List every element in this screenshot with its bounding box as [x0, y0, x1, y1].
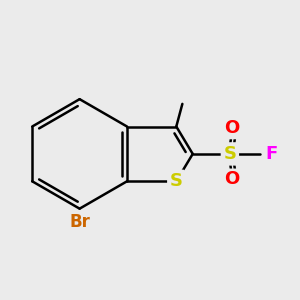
Text: Br: Br	[69, 213, 90, 231]
Text: S: S	[170, 172, 183, 190]
Text: O: O	[224, 170, 239, 188]
Text: F: F	[265, 145, 277, 163]
Text: O: O	[224, 119, 239, 137]
Text: S: S	[224, 145, 236, 163]
